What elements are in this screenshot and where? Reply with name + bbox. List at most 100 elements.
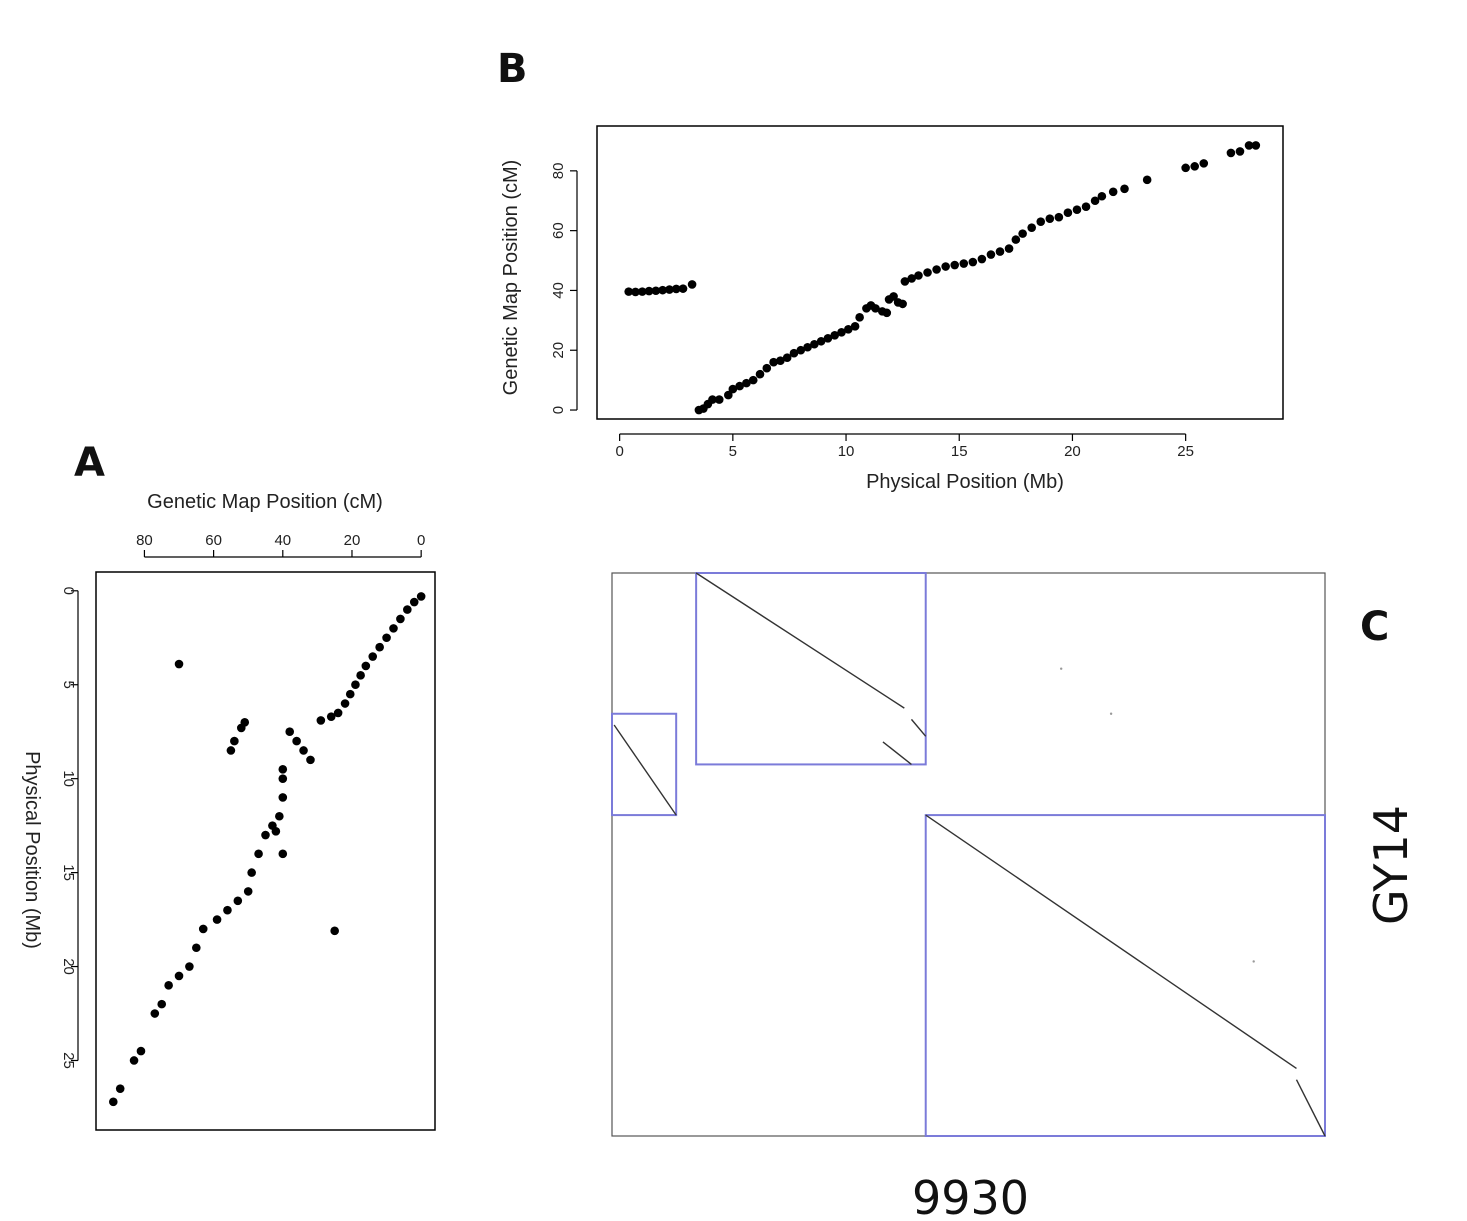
panel-b-data-point: [844, 325, 853, 334]
panel-a-data-point: [247, 868, 256, 877]
panel-b-data-point: [665, 285, 674, 294]
panel-b-y-tick-label: 40: [550, 282, 567, 299]
panel-c-plot-frame: [611, 572, 1326, 1137]
panel-a-y-tick-label: 0: [60, 587, 77, 595]
panel-a-data-point: [333, 708, 343, 718]
panel-b-data-point: [932, 265, 941, 274]
panel-b-data-point: [1072, 205, 1082, 215]
panel-c-x-label: 9930: [912, 1171, 1029, 1221]
panel-c-synteny-box: [924, 814, 1326, 1138]
panel-b-data-point: [882, 308, 892, 318]
panel-b-y-tick-label: 20: [550, 342, 567, 359]
panel-a-data-point: [150, 1009, 160, 1018]
panel-b-data-point: [742, 378, 751, 388]
panel-c-alignment-segment: [695, 572, 905, 709]
panel-c-stray-point: [1252, 960, 1255, 963]
panel-c-alignment-segment: [882, 741, 912, 765]
panel-b-data-point: [776, 356, 785, 365]
panel-b-x-tick-label: 20: [1064, 443, 1081, 460]
panel-a-data-point: [416, 592, 426, 601]
panel-a-data-point: [226, 746, 236, 755]
panel-b-data-point: [789, 348, 799, 358]
panel-b-data-point: [977, 254, 987, 264]
panel-b-data-point: [762, 363, 772, 373]
panel-b-data-point: [735, 381, 744, 391]
panel-a-data-point: [306, 755, 315, 765]
panel-b-data-point: [1081, 202, 1091, 212]
panel-b-data-point: [1181, 163, 1190, 173]
panel-a-data-point: [316, 716, 326, 725]
panel-b-data-point: [1045, 214, 1055, 223]
panel-a-y-tick-label: 25: [60, 1052, 77, 1069]
panel-b-data-point: [1244, 141, 1254, 150]
panel-a-data-point: [361, 661, 371, 671]
panel-b-x-tick-label: 5: [729, 443, 737, 460]
panel-b-data-point: [1226, 148, 1236, 158]
panel-a-data-point: [108, 1097, 118, 1107]
panel-b-data-point: [830, 330, 840, 340]
panel-b-data-point: [837, 327, 846, 337]
panel-c-synteny-box: [611, 712, 678, 817]
panel-b-data-point: [871, 304, 880, 313]
panel-c-alignment-segment: [613, 724, 677, 816]
panel-a-data-point: [340, 699, 350, 708]
panel-a-data-point: [174, 971, 184, 981]
panel-a-data-point: [198, 924, 208, 934]
panel-a-data-point: [382, 633, 391, 643]
panel-a-data-point: [129, 1056, 139, 1065]
panel-a-data-point: [271, 826, 281, 836]
panel-a-data-point: [403, 605, 412, 614]
panel-c-stray-point: [1059, 667, 1063, 670]
panel-b-data-point: [714, 395, 724, 404]
panel-b-data-point: [658, 285, 667, 295]
panel-b-data-point: [850, 322, 860, 331]
panel-b-data-point: [1120, 184, 1129, 194]
panel-b-data-point: [968, 257, 978, 267]
panel-c-stray-point: [1109, 712, 1113, 715]
panel-a-data-point: [375, 642, 384, 652]
panel-a-x-tick-label: 20: [344, 532, 361, 549]
panel-a-x-tick-label: 60: [205, 532, 222, 549]
panel-a-x-tick-label: 80: [136, 532, 153, 549]
panel-a-data-point: [233, 896, 243, 906]
panel-b-data-point: [1036, 217, 1046, 226]
panel-a-y-tick-label: 20: [60, 958, 77, 975]
panel-b-data-point: [898, 299, 907, 309]
panel-a-data-point: [326, 712, 336, 721]
panel-a-data-point: [192, 943, 201, 953]
panel-a-data-point: [278, 774, 288, 783]
panel-b-data-point: [728, 384, 738, 394]
panel-b-data-point: [907, 274, 916, 283]
panel-a-data-point: [254, 849, 263, 859]
panel-b-data-point: [855, 313, 864, 322]
panel-c-alignment-segment: [910, 718, 927, 737]
panel-b-y-tick-label: 80: [550, 163, 567, 180]
panel-b-y-axis-title: Genetic Map Position (cM): [500, 160, 522, 396]
panel-b-x-tick-label: 15: [951, 443, 968, 460]
panel-a-data-point: [409, 597, 419, 607]
panel-a-data-point: [136, 1046, 146, 1056]
panel-a-x-axis-title: Genetic Map Position (cM): [147, 491, 383, 513]
panel-a-data-point: [278, 764, 288, 774]
panel-b-data-point: [914, 271, 923, 280]
panel-a-data-point: [236, 723, 246, 733]
panel-b-data-point: [769, 357, 778, 367]
panel-a-data-point: [278, 849, 288, 859]
panel-b-data-point: [816, 336, 826, 346]
panel-b-y-tick-label: 0: [550, 406, 567, 414]
panel-a-data-point: [389, 624, 398, 633]
panel-b-data-point: [782, 353, 792, 363]
panel-b-x-tick-label: 10: [838, 443, 855, 460]
panel-b-data-point: [1011, 235, 1021, 244]
panel-b-data-point: [796, 345, 806, 355]
panel-b-data-point: [1018, 229, 1027, 238]
panel-a-y-tick-label: 10: [60, 770, 77, 787]
panel-a-data-point: [223, 905, 232, 915]
panel-b-data-point: [651, 286, 661, 296]
panel-b-data-point: [1054, 212, 1064, 222]
panel-c-alignment-segment: [1295, 1079, 1326, 1137]
panel-b-data-point: [644, 286, 654, 296]
panel-a-data-point: [278, 793, 288, 802]
panel-b-data-point: [1142, 175, 1152, 185]
